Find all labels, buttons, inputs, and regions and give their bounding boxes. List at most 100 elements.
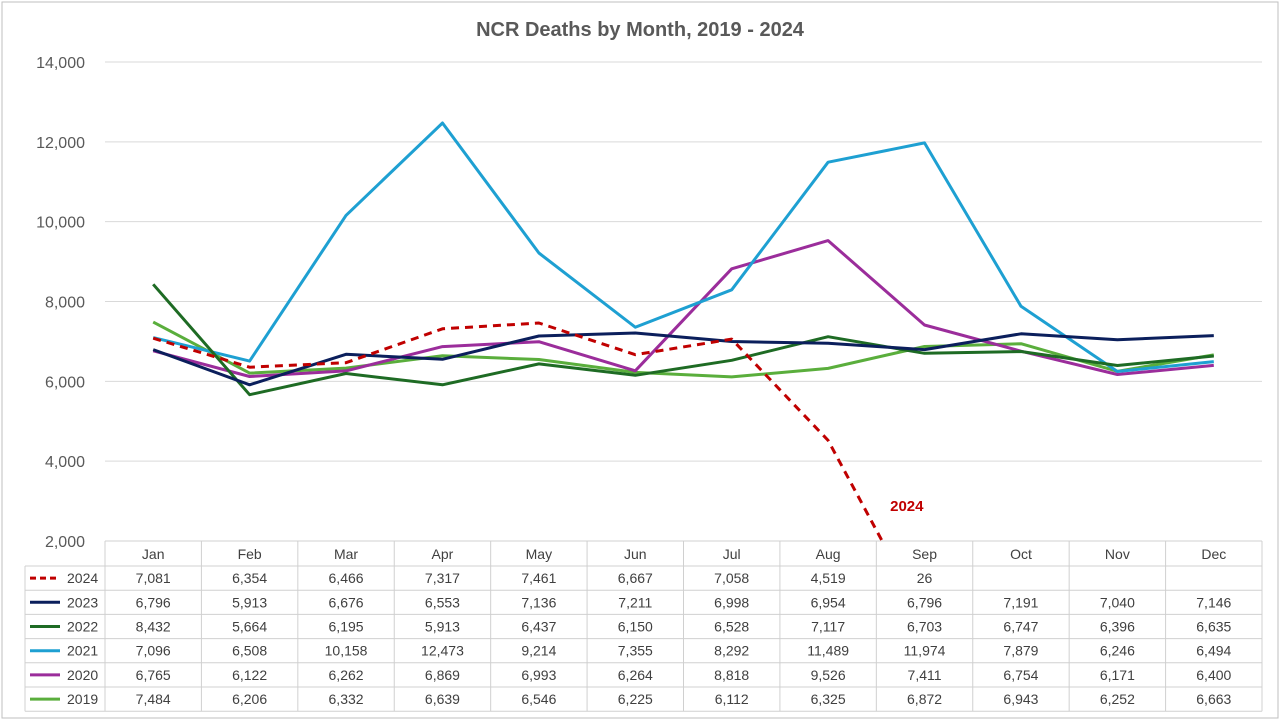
data-label: 6,546 bbox=[521, 691, 556, 707]
data-label: 7,117 bbox=[811, 619, 845, 635]
y-tick-label: 6,000 bbox=[45, 374, 85, 391]
data-label: 6,703 bbox=[907, 619, 942, 635]
data-label: 7,211 bbox=[618, 594, 652, 610]
series-line-2023 bbox=[152, 331, 1214, 387]
data-label: 6,206 bbox=[232, 691, 267, 707]
data-label: 6,246 bbox=[1100, 643, 1135, 659]
series-lines bbox=[152, 121, 1215, 541]
data-table: Jan Feb Mar Apr May Jun Jul Aug Sep Oct Nov Dec 2024… bbox=[24, 540, 1263, 712]
x-tick-label: Jun bbox=[624, 546, 647, 562]
x-tick-label: Aug bbox=[816, 546, 841, 562]
data-label: 7,355 bbox=[618, 643, 653, 659]
data-label: 7,317 bbox=[425, 570, 460, 586]
data-label: 6,252 bbox=[1100, 691, 1135, 707]
annotation-2024: 2024 bbox=[890, 498, 924, 515]
x-tick-label: Jan bbox=[142, 546, 165, 562]
data-label: 6,872 bbox=[907, 691, 942, 707]
x-tick-label: Feb bbox=[238, 546, 262, 562]
data-label: 6,122 bbox=[232, 667, 267, 683]
y-tick-label: 8,000 bbox=[45, 295, 85, 312]
data-label: 9,214 bbox=[521, 643, 556, 659]
gridlines bbox=[105, 61, 1262, 462]
legend-label: 2020 bbox=[67, 667, 98, 683]
data-label: 7,136 bbox=[521, 594, 556, 610]
data-label: 6,869 bbox=[425, 667, 460, 683]
series-line-2019 bbox=[152, 320, 1215, 379]
x-tick-label: Apr bbox=[432, 546, 454, 562]
y-axis: 2,000 4,000 6,000 8,000 10,000 12,000 14,000 bbox=[36, 55, 85, 551]
legend-label: 2021 bbox=[67, 643, 98, 659]
data-label: 6,943 bbox=[1003, 691, 1038, 707]
x-tick-label: Nov bbox=[1105, 546, 1130, 562]
data-label: 7,040 bbox=[1100, 594, 1135, 610]
legend-label: 2022 bbox=[67, 619, 98, 635]
x-tick-label: May bbox=[526, 546, 552, 562]
data-label: 6,112 bbox=[715, 691, 749, 707]
data-label: 6,396 bbox=[1100, 619, 1135, 635]
data-label: 6,553 bbox=[425, 594, 460, 610]
x-tick-label: Dec bbox=[1201, 546, 1226, 562]
series-line-2022 bbox=[152, 283, 1214, 397]
data-label: 6,508 bbox=[232, 643, 267, 659]
data-label: 9,526 bbox=[811, 667, 846, 683]
data-label: 6,998 bbox=[714, 594, 749, 610]
y-tick-label: 2,000 bbox=[45, 534, 85, 551]
data-label: 6,171 bbox=[1100, 667, 1135, 683]
data-label: 6,528 bbox=[714, 619, 749, 635]
data-label: 5,664 bbox=[232, 619, 267, 635]
data-label: 6,765 bbox=[136, 667, 171, 683]
data-label: 6,332 bbox=[329, 691, 364, 707]
data-label: 6,494 bbox=[1196, 643, 1231, 659]
data-label: 6,667 bbox=[618, 570, 653, 586]
data-label: 7,879 bbox=[1003, 643, 1038, 659]
data-label: 7,461 bbox=[521, 570, 556, 586]
data-label: 7,484 bbox=[136, 691, 171, 707]
x-tick-label: Oct bbox=[1010, 546, 1032, 562]
y-tick-label: 12,000 bbox=[36, 135, 85, 152]
data-label: 11,489 bbox=[807, 643, 849, 659]
data-label: 6,466 bbox=[329, 570, 364, 586]
data-label: 8,818 bbox=[714, 667, 749, 683]
data-label: 7,096 bbox=[136, 643, 171, 659]
data-label: 6,437 bbox=[521, 619, 556, 635]
data-label: 7,081 bbox=[136, 570, 171, 586]
data-label: 6,639 bbox=[425, 691, 460, 707]
data-label: 6,400 bbox=[1196, 667, 1231, 683]
data-label: 6,747 bbox=[1003, 619, 1038, 635]
data-label: 6,325 bbox=[811, 691, 846, 707]
data-label: 6,195 bbox=[329, 619, 364, 635]
data-label: 7,146 bbox=[1196, 594, 1231, 610]
data-label: 6,676 bbox=[329, 594, 364, 610]
data-label: 12,473 bbox=[421, 643, 464, 659]
data-label: 8,432 bbox=[136, 619, 171, 635]
data-label: 6,954 bbox=[811, 594, 846, 610]
chart-title: NCR Deaths by Month, 2019 - 2024 bbox=[476, 19, 805, 41]
data-label: 6,796 bbox=[907, 594, 942, 610]
legend-label: 2019 bbox=[67, 691, 98, 707]
data-label: 6,796 bbox=[136, 594, 171, 610]
data-label: 7,411 bbox=[908, 667, 942, 683]
data-label: 8,292 bbox=[714, 643, 749, 659]
x-tick-label: Sep bbox=[912, 546, 937, 562]
data-label: 6,754 bbox=[1003, 667, 1038, 683]
series-line-2021 bbox=[152, 121, 1214, 373]
data-label: 26 bbox=[917, 570, 933, 586]
data-label: 6,150 bbox=[618, 619, 653, 635]
data-label: 6,262 bbox=[329, 667, 364, 683]
data-label: 6,354 bbox=[232, 570, 267, 586]
legend-label: 2024 bbox=[67, 570, 98, 586]
data-label: 6,993 bbox=[521, 667, 556, 683]
legend-label: 2023 bbox=[67, 594, 98, 610]
series-line-2024 bbox=[152, 321, 884, 541]
y-tick-label: 14,000 bbox=[36, 55, 85, 72]
y-tick-label: 10,000 bbox=[36, 215, 85, 232]
data-label: 5,913 bbox=[232, 594, 267, 610]
data-label: 5,913 bbox=[425, 619, 460, 635]
data-label: 6,264 bbox=[618, 667, 653, 683]
data-label: 7,191 bbox=[1003, 594, 1038, 610]
data-label: 6,635 bbox=[1196, 619, 1231, 635]
data-label: 6,663 bbox=[1196, 691, 1231, 707]
x-tick-label: Mar bbox=[334, 546, 358, 562]
